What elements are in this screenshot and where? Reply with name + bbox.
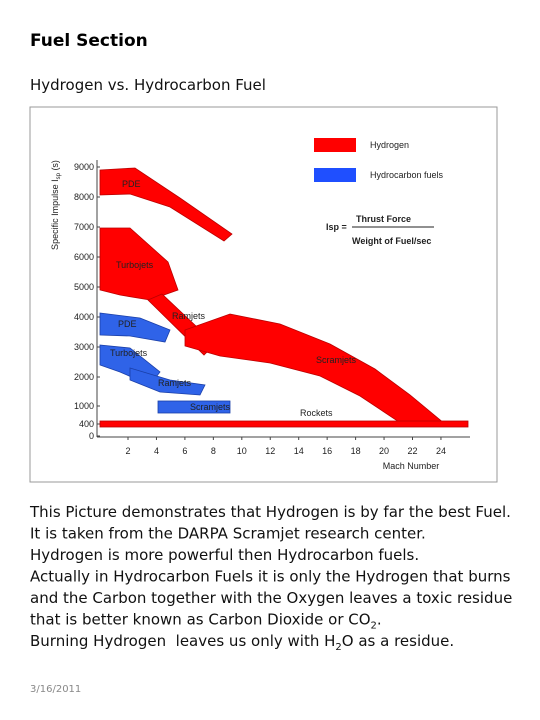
x-tick-label: 12 — [265, 446, 275, 456]
y-tick-label: 9000 — [74, 162, 94, 172]
body-text-segment: that is better known as Carbon Dioxide o… — [30, 611, 371, 629]
body-line: It is taken from the DARPA Scramjet rese… — [30, 525, 426, 543]
hydrogen-turbojets — [99, 227, 179, 301]
x-tick-label: 22 — [407, 446, 417, 456]
hydrocarbon-pde — [99, 312, 171, 343]
x-tick-label: 24 — [436, 446, 446, 456]
y-tick-label: 3000 — [74, 342, 94, 352]
body-line: that is better known as Carbon Dioxide o… — [30, 611, 382, 632]
body-text-segment: 2 — [371, 621, 377, 632]
x-tick-label: 10 — [237, 446, 247, 456]
region-label: Ramjets — [172, 311, 206, 321]
x-tick-label: 2 — [125, 446, 130, 456]
y-axis-label: Specific Impulse Isp (s) — [50, 160, 62, 250]
region-label: Scramjets — [190, 402, 231, 412]
x-tick-label: 16 — [322, 446, 332, 456]
y-tick-label: 2000 — [74, 372, 94, 382]
y-tick-label: 8000 — [74, 192, 94, 202]
x-tick-label: 4 — [154, 446, 159, 456]
body-text-segment: This Picture demonstrates that Hydrogen … — [29, 503, 511, 521]
x-tick-label: 18 — [351, 446, 361, 456]
date: 3/16/2011 — [30, 684, 81, 695]
figure: Specific Impulse Isp (s) 9000 8000 7000 600… — [29, 106, 498, 483]
region-label: Rockets — [300, 408, 333, 418]
title: Fuel Section — [30, 31, 148, 51]
body: This Picture demonstrates that Hydrogen … — [29, 503, 512, 653]
legend-swatch — [314, 138, 356, 152]
y-tick-label: 5000 — [74, 282, 94, 292]
legend-swatch — [314, 168, 356, 182]
region-label: PDE — [122, 179, 141, 189]
y-tick-label: 1000 — [74, 401, 94, 411]
x-tick-label: 8 — [211, 446, 216, 456]
hydrocarbon-ramjets — [129, 367, 206, 396]
hydrogen-pde — [99, 167, 233, 242]
x-tick-label: 20 — [379, 446, 389, 456]
x-ticks: 2 4 6 8 10 12 14 16 18 20 22 24 — [125, 437, 446, 456]
body-line: Burning Hydrogen leaves us only with H2O… — [30, 632, 454, 653]
formula-lhs: Isp = — [326, 222, 347, 232]
body-text-segment: . — [377, 611, 382, 629]
x-axis-label: Mach Number — [383, 461, 440, 471]
body-text-segment: Burning Hydrogen leaves us only with H — [30, 632, 335, 650]
legend-label: Hydrogen — [370, 140, 409, 150]
y-tick-label: 7000 — [74, 222, 94, 232]
region-label: Turbojets — [110, 348, 148, 358]
y-tick-label: 400 — [79, 419, 94, 429]
y-tick-label: 6000 — [74, 252, 94, 262]
body-text-segment: 2 — [335, 642, 341, 653]
y-tick-label: 4000 — [74, 312, 94, 322]
formula-numerator: Thrust Force — [356, 214, 411, 224]
region-label: Scramjets — [316, 355, 357, 365]
region-label: Ramjets — [158, 378, 192, 388]
hydrogen-rockets — [99, 420, 469, 428]
hydrocarbon-scramjets — [157, 400, 231, 414]
body-text-segment: It is taken from the DARPA Scramjet rese… — [30, 525, 426, 543]
legend-label: Hydrocarbon fuels — [370, 170, 444, 180]
x-tick-label: 6 — [182, 446, 187, 456]
body-line: and the Carbon together with the Oxygen … — [30, 589, 512, 607]
body-line: Hydrogen is more powerful then Hydrocarb… — [30, 546, 419, 564]
y-tick-label: 0 — [89, 431, 94, 441]
body-text-segment: Hydrogen is more powerful then Hydrocarb… — [30, 546, 419, 564]
body-text-segment: O as a residue. — [342, 632, 454, 650]
body-text-segment: Actually in Hydrocarbon Fuels it is only… — [30, 568, 511, 586]
formula-denominator: Weight of Fuel/sec — [352, 236, 431, 246]
body-text-segment: and the Carbon together with the Oxygen … — [30, 589, 512, 607]
x-tick-label: 14 — [294, 446, 304, 456]
region-label: PDE — [118, 319, 137, 329]
body-line: Actually in Hydrocarbon Fuels it is only… — [30, 568, 511, 586]
region-label: Turbojets — [116, 260, 154, 270]
subtitle: Hydrogen vs. Hydrocarbon Fuel — [30, 76, 266, 94]
body-line: This Picture demonstrates that Hydrogen … — [29, 503, 511, 521]
